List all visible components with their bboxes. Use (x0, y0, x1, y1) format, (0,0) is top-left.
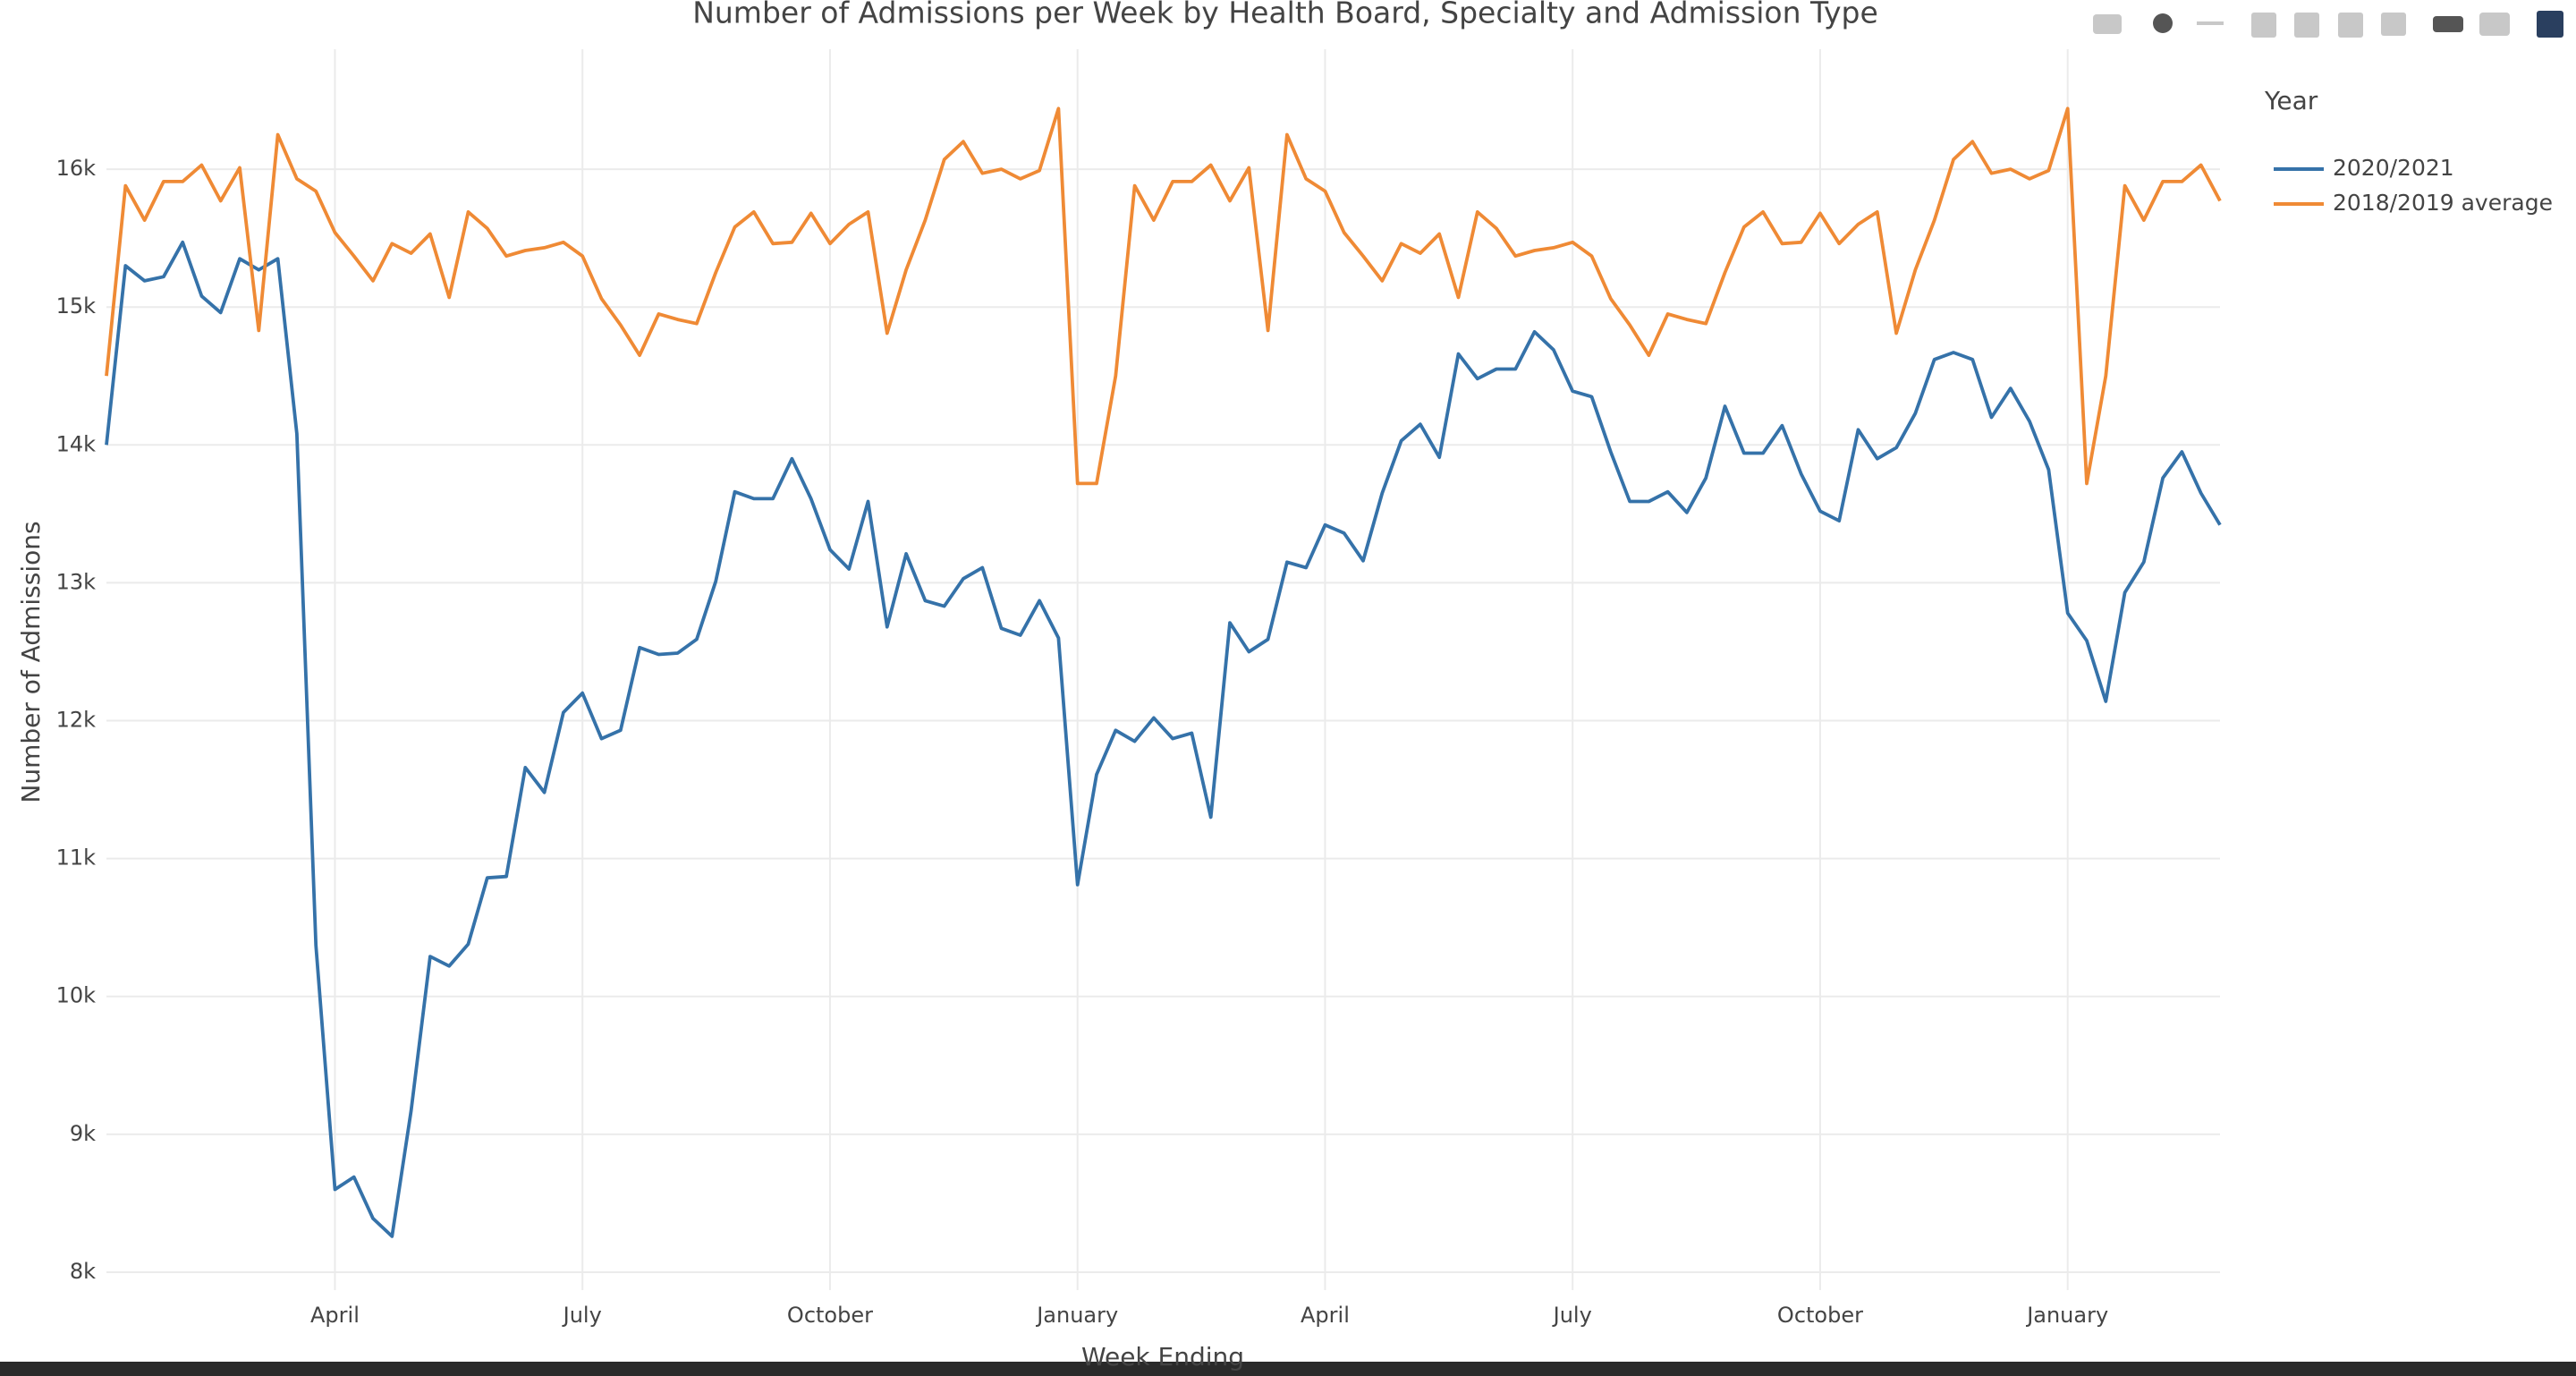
plotly-logo[interactable] (2537, 11, 2563, 38)
series-line (105, 240, 2222, 1238)
y-tick-label: 8k (70, 1259, 96, 1284)
zoom-in-icon[interactable] (2251, 13, 2276, 38)
x-axis-title: Week Ending (1081, 1342, 1244, 1372)
window-edge (0, 1362, 2576, 1376)
zoom-out-icon[interactable] (2294, 13, 2319, 38)
x-tick-label: January (1035, 1303, 1118, 1328)
x-tick-label: January (2025, 1303, 2108, 1328)
camera-icon[interactable] (2093, 14, 2122, 34)
x-tick-label: October (787, 1303, 873, 1328)
x-tick-label: April (1301, 1303, 1350, 1328)
legend-label: 2020/2021 (2333, 155, 2454, 181)
y-tick-label: 15k (56, 293, 97, 319)
legend-title: Year (2264, 86, 2318, 115)
hover-icon[interactable] (2479, 13, 2510, 36)
y-tick-label: 9k (70, 1121, 96, 1146)
plot-area: 8k 9k 10k 11k 12k 13k 14k 15k 16k April July Octobe… (56, 49, 2222, 1328)
pan-icon[interactable] (2197, 21, 2224, 25)
y-axis-title: Number of Admissions (16, 521, 46, 803)
x-tick-label: July (1552, 1303, 1592, 1328)
y-tick-label: 12k (56, 708, 97, 733)
y-tick-label: 11k (56, 845, 97, 871)
modebar (2093, 11, 2563, 38)
y-tick-label: 10k (56, 983, 97, 1008)
spike-icon[interactable] (2433, 16, 2463, 32)
autoscale-icon[interactable] (2338, 13, 2363, 38)
chart-title: Number of Admissions per Week by Health … (692, 0, 1878, 30)
x-tick-label: July (562, 1303, 602, 1328)
x-tick-label: April (310, 1303, 360, 1328)
y-tick-label: 16k (56, 156, 97, 181)
x-tick-label: October (1777, 1303, 1863, 1328)
y-tick-label: 13k (56, 569, 97, 594)
zoom-icon[interactable] (2153, 13, 2173, 33)
reset-icon[interactable] (2381, 13, 2406, 36)
series-line (105, 106, 2222, 486)
legend-label: 2018/2019 average (2333, 190, 2553, 216)
y-tick-label: 14k (56, 431, 97, 456)
